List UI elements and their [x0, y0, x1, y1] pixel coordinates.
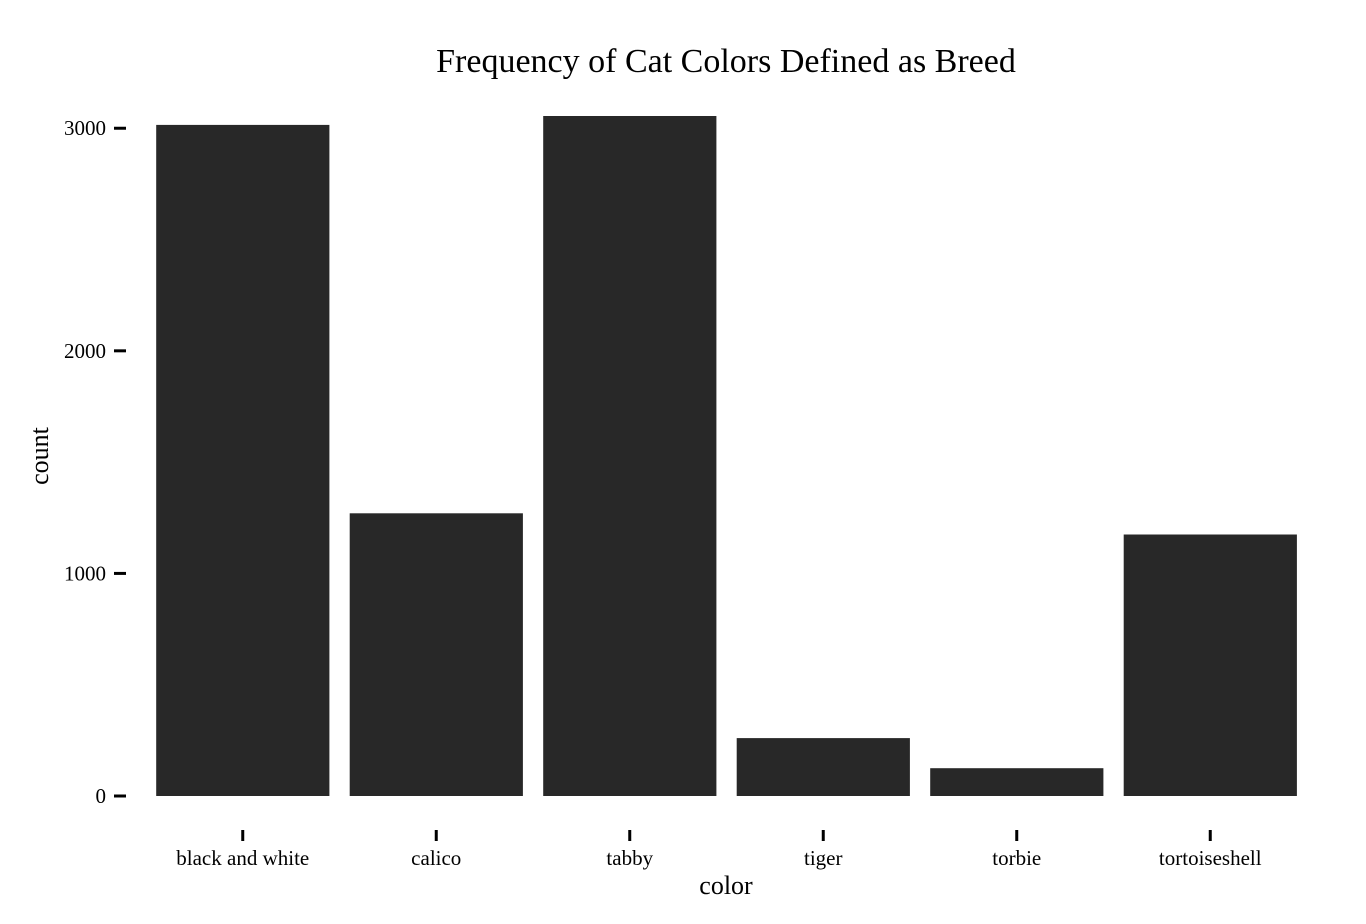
y-axis: 0 1000 2000 3000 — [64, 116, 126, 808]
bar-black-and-white — [156, 124, 330, 796]
y-tick-label: 1000 — [64, 561, 106, 585]
bars-group — [156, 116, 1297, 796]
x-tick-label: torbie — [992, 846, 1041, 870]
y-tick-label: 0 — [96, 784, 107, 808]
bar-torbie — [930, 768, 1104, 796]
x-tick-label: tortoiseshell — [1159, 846, 1262, 870]
y-tick-label: 3000 — [64, 116, 106, 140]
bar-tortoiseshell — [1123, 534, 1297, 796]
x-tick-label: tabby — [606, 846, 653, 870]
bar-tabby — [543, 116, 717, 796]
y-tick-label: 2000 — [64, 339, 106, 363]
x-tick-label: black and white — [176, 846, 309, 870]
chart-title: Frequency of Cat Colors Defined as Breed — [436, 43, 1016, 80]
bar-calico — [349, 513, 523, 796]
x-tick-label: calico — [411, 846, 461, 870]
y-axis-title: count — [25, 426, 54, 485]
x-tick-label: tiger — [804, 846, 842, 870]
x-axis: black and white calico tabby tiger torbie tor… — [176, 830, 1262, 870]
bar-tiger — [736, 738, 910, 796]
x-axis-title: color — [699, 871, 753, 900]
